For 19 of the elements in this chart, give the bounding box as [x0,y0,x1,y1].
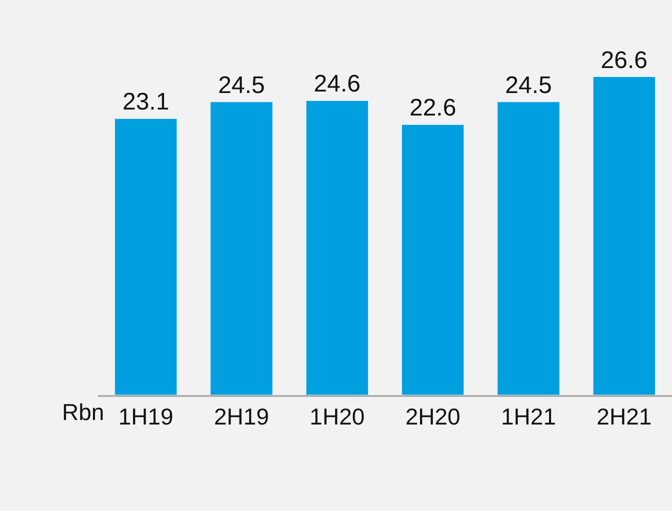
data-label: 24.6 [314,70,361,98]
y-axis-title: Rbn [62,399,104,425]
bar [497,102,560,395]
bar [401,124,464,395]
data-label: 22.6 [409,94,456,122]
bar [306,100,369,395]
x-tick-label: 2H21 [596,404,652,430]
x-tick-label: 1H21 [501,404,556,430]
data-label: 24.5 [505,72,552,99]
x-tick-label: 2H19 [214,404,269,430]
bar [114,118,178,395]
x-tick-label: 1H20 [310,404,365,430]
x-tick-label: 1H19 [118,404,174,430]
bar [210,102,273,395]
bar [592,76,656,395]
x-tick-label: 2H20 [405,404,460,430]
data-label: 24.5 [218,72,265,99]
data-label: 26.6 [600,46,648,74]
data-label: 23.1 [122,88,170,116]
